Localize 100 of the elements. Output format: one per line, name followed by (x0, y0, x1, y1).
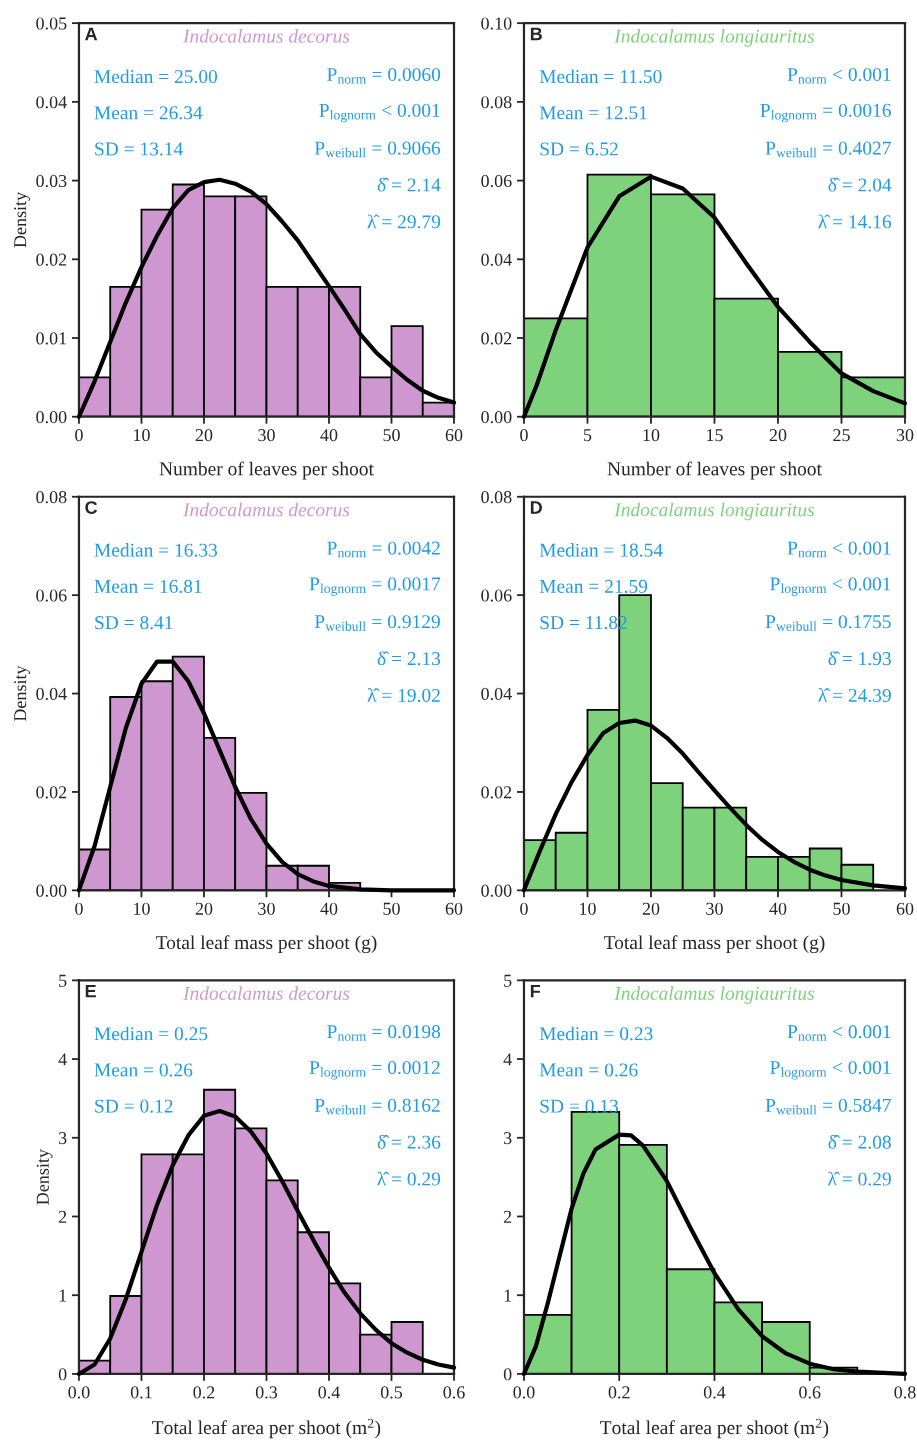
y-tick-label: 0.05 (36, 17, 67, 30)
chart-title: Indocalamus longiauritus (614, 986, 815, 1004)
x-tick-label: 60 (445, 902, 463, 915)
x-tick-label: 0.2 (608, 1386, 630, 1399)
annotation: SD = 13.14 (95, 142, 183, 156)
annotation: δ̂ = 2.36 (377, 1134, 441, 1149)
annotation: P$_{norm}$ < 0.001 (787, 67, 891, 84)
x-tick-label: 25 (833, 429, 850, 442)
y-tick-label: 4 (58, 1053, 67, 1066)
annotation: Mean = 0.26 (539, 1063, 638, 1077)
x-tick-label: 0 (75, 429, 83, 442)
annotation: δ̂ = 2.08 (828, 1134, 891, 1149)
annotation: λ̂ = 0.29 (377, 1171, 441, 1186)
x-tick-label: 30 (896, 429, 914, 442)
y-tick-label: 1 (504, 1289, 512, 1302)
x-axis-title: Total leaf mass per shoot (g) (156, 935, 377, 954)
annotation: δ̂ = 2.13 (377, 651, 441, 666)
x-tick-label: 50 (833, 902, 850, 915)
y-tick-label: 0.00 (481, 884, 512, 897)
x-tick-label: 0 (75, 902, 83, 915)
x-tick-label: 20 (642, 902, 660, 915)
annotation: Median = 16.33 (94, 543, 218, 557)
y-tick-label: 4 (503, 1053, 512, 1066)
annotation: Median = 11.50 (539, 69, 662, 84)
annotation: SD = 0.13 (540, 1099, 619, 1113)
y-tick-label: 1 (59, 1289, 67, 1302)
annotation: P$_{norm}$ = 0.0042 (327, 541, 440, 558)
annotation: P$_{lognorm}$ = 0.0012 (309, 1060, 440, 1080)
y-tick-label: 0.02 (481, 786, 512, 799)
y-tick-label: 0.06 (36, 589, 67, 602)
annotation: B (530, 27, 542, 41)
y-tick-label: 0.01 (36, 332, 67, 345)
y-tick-label: 0.02 (36, 253, 67, 266)
x-axis-title: Total leaf area per shoot (m$^{2}$) (600, 1418, 829, 1439)
annotation: P$_{norm}$ < 0.001 (787, 1025, 891, 1041)
annotation: δ̂ = 1.93 (828, 651, 891, 666)
annotation: P$_{lognorm}$ = 0.0017 (309, 577, 441, 596)
annotation: P$_{weibull}$ = 0.9066 (314, 141, 441, 158)
annotation: δ̂ = 2.04 (828, 177, 892, 192)
annotation: P$_{weibull}$ = 0.1755 (765, 615, 891, 631)
x-tick-label: 0.4 (318, 1386, 340, 1399)
chart-title: Indocalamus decorus (182, 502, 350, 517)
annotation: SD = 6.52 (540, 142, 618, 156)
y-axis-title: Density (36, 1149, 53, 1205)
annotation: P$_{norm}$ = 0.0060 (327, 67, 441, 84)
y-tick-label: 0.04 (36, 687, 67, 701)
x-tick-label: 10 (134, 902, 150, 915)
annotation: C (85, 501, 98, 514)
x-axis-title: Total leaf area per shoot (m$^{2}$) (152, 1418, 381, 1439)
x-tick-label: 0.8 (894, 1386, 916, 1399)
x-tick-label: 0 (520, 902, 528, 915)
y-tick-label: 0.06 (481, 174, 512, 188)
x-tick-label: 30 (258, 902, 275, 915)
annotation: Median = 18.54 (539, 543, 663, 557)
x-tick-label: 30 (706, 902, 723, 915)
annotation: Median = 0.23 (539, 1026, 653, 1041)
x-tick-label: 0.3 (255, 1386, 278, 1399)
annotation: P$_{norm}$ = 0.0198 (327, 1025, 441, 1041)
annotation: P$_{weibull}$ = 0.4027 (765, 141, 891, 158)
x-tick-label: 15 (707, 429, 723, 442)
x-tick-label: 0.5 (380, 1386, 403, 1399)
y-tick-label: 0 (58, 1368, 67, 1381)
y-tick-label: 0.00 (481, 410, 512, 424)
chart-title: Indocalamus longiauritus (614, 502, 815, 521)
y-tick-label: 2 (58, 1210, 67, 1223)
y-tick-label: 0 (503, 1368, 512, 1381)
x-tick-label: 20 (195, 429, 213, 442)
annotation: P$_{lognorm}$ < 0.001 (319, 103, 440, 123)
x-tick-label: 0.4 (703, 1386, 726, 1399)
y-tick-label: 0.02 (481, 332, 512, 345)
y-tick-label: 0.08 (481, 491, 512, 504)
x-axis-title: Number of leaves per shoot (159, 461, 374, 480)
x-tick-label: 40 (769, 902, 787, 915)
annotation: SD = 0.12 (95, 1099, 173, 1113)
x-tick-label: 30 (258, 429, 275, 442)
annotation: P$_{lognorm}$ < 0.001 (770, 1060, 891, 1080)
annotation: δ̂ = 2.14 (377, 177, 441, 192)
y-axis-title: Density (14, 191, 30, 248)
y-tick-label: 2 (503, 1210, 512, 1223)
annotation: F (530, 984, 541, 998)
annotation: P$_{lognorm}$ < 0.001 (770, 577, 891, 596)
x-tick-label: 10 (643, 429, 660, 442)
annotation: P$_{weibull}$ = 0.9129 (314, 615, 440, 631)
x-tick-label: 40 (320, 429, 338, 442)
y-tick-label: 5 (59, 974, 67, 987)
annotation: Mean = 21.59 (539, 579, 648, 594)
annotation: λ̂ = 0.29 (828, 1171, 891, 1186)
x-tick-label: 40 (320, 902, 338, 915)
x-axis-title: Number of leaves per shoot (607, 461, 822, 480)
y-tick-label: 0.00 (36, 410, 67, 424)
annotation: λ̂ = 14.16 (818, 214, 892, 229)
x-tick-label: 60 (445, 429, 463, 442)
annotation: A (85, 27, 98, 41)
x-tick-label: 60 (896, 902, 914, 915)
annotation: SD = 8.41 (95, 616, 173, 630)
y-tick-label: 0.04 (36, 96, 67, 109)
x-tick-label: 0.0 (513, 1386, 535, 1399)
annotation: Median = 0.25 (94, 1026, 208, 1041)
y-tick-label: 0.03 (36, 174, 67, 188)
y-tick-label: 0.10 (481, 17, 512, 30)
